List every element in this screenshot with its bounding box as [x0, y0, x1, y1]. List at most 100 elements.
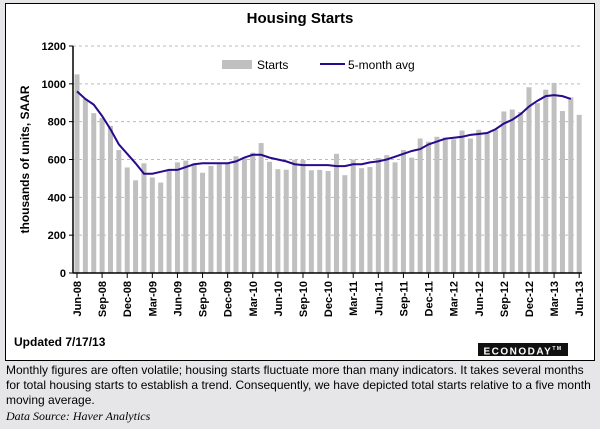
updated-date: Updated 7/17/13 [14, 335, 106, 349]
bar-starts [174, 162, 180, 273]
bar-starts [451, 139, 457, 273]
bar-starts [526, 87, 532, 273]
x-tick-label: Jun-09 [172, 281, 184, 316]
y-tick-label: 600 [48, 155, 66, 167]
bar-starts [317, 169, 323, 273]
bar-starts [183, 160, 189, 273]
bar-starts [158, 182, 164, 273]
x-tick-label: Sep-12 [499, 281, 511, 317]
y-tick-label: 800 [48, 117, 66, 129]
bar-starts [216, 164, 222, 273]
bar-starts [501, 111, 507, 274]
bar-starts [400, 150, 406, 273]
bar-starts [459, 130, 465, 273]
bar-starts [576, 114, 582, 274]
legend-swatch-starts [222, 60, 252, 69]
bar-starts [292, 159, 298, 273]
bar-starts [434, 136, 440, 273]
bar-starts [300, 160, 306, 273]
x-tick-label: Dec-10 [323, 281, 335, 317]
legend-label-starts: Starts [257, 58, 288, 72]
bar-starts [107, 125, 113, 273]
x-tick-label: Sep-10 [298, 281, 310, 317]
bar-starts [283, 169, 289, 273]
bar-starts [359, 168, 365, 273]
x-tick-label: Dec-09 [223, 281, 235, 317]
bar-starts [233, 156, 239, 273]
bar-starts [375, 157, 381, 273]
bar-starts [141, 163, 147, 273]
x-tick-label: Mar-11 [348, 281, 360, 316]
bar-starts [308, 170, 314, 273]
y-tick-label: 1200 [42, 41, 66, 53]
bar-starts [342, 175, 348, 273]
bar-starts [267, 161, 273, 273]
bar-starts [551, 82, 557, 273]
bar-starts [568, 97, 574, 273]
bar-starts [333, 153, 339, 273]
bar-starts [392, 162, 398, 273]
bar-starts [200, 172, 206, 273]
y-tick-label: 1000 [42, 79, 66, 91]
bar-starts [442, 137, 448, 273]
bar-starts [493, 129, 498, 273]
bar-starts [258, 143, 264, 273]
bar-starts [543, 89, 549, 273]
x-tick-label: Sep-08 [97, 281, 109, 317]
bar-starts [133, 180, 139, 273]
bar-starts [484, 132, 490, 273]
bar-starts [241, 158, 247, 273]
econoday-logo: ECONODAYTM [478, 343, 568, 358]
bar-starts [99, 117, 105, 273]
bar-starts [166, 170, 172, 273]
y-axis-label: thousands of units, SAAR [18, 85, 32, 233]
bar-starts [116, 150, 122, 273]
bar-starts [275, 169, 281, 273]
x-tick-label: Jun-13 [574, 281, 586, 316]
chart-note: Monthly figures are often volatile; hous… [6, 363, 591, 407]
y-tick-label: 400 [48, 192, 66, 204]
chart: 0 200 400 600 800 1000 1200 Jun-08 Sep-08 Dec-08 M… [18, 41, 586, 317]
bar-starts [417, 138, 423, 273]
chart-title: Housing Starts [246, 10, 354, 27]
x-tick-label: Mar-13 [549, 281, 561, 316]
bar-starts [350, 159, 356, 273]
y-tick-label: 200 [48, 230, 66, 242]
x-tick-label: Dec-08 [122, 281, 134, 317]
x-tick-label: Dec-12 [524, 281, 536, 317]
bar-starts [518, 112, 524, 273]
x-tick-label: Mar-09 [147, 281, 159, 316]
x-tick-label: Jun-08 [72, 281, 84, 316]
bar-starts [384, 155, 390, 273]
bar-starts [149, 177, 155, 273]
bar-starts [476, 129, 482, 273]
bar-starts [91, 113, 97, 273]
x-tick-label: Mar-12 [449, 281, 461, 316]
bar-starts [367, 167, 373, 273]
data-source: Data Source: Haver Analytics [6, 409, 151, 423]
bar-starts [409, 157, 415, 273]
bar-starts [191, 163, 197, 273]
bar-starts [559, 111, 565, 273]
x-tick-label: Dec-11 [424, 281, 436, 316]
line-5-month-avg [76, 90, 572, 175]
y-tick-label: 0 [60, 268, 66, 280]
x-tick-label: Jun-11 [373, 281, 385, 316]
x-tick-label: Jun-10 [273, 281, 285, 316]
bar-starts [325, 171, 331, 273]
logo-text: ECONODAY [483, 346, 553, 358]
bar-starts [426, 141, 432, 273]
bar-starts [74, 74, 80, 273]
bar-starts [509, 109, 515, 273]
x-tick-label: Jun-12 [474, 281, 486, 316]
legend-label-avg: 5-month avg [348, 58, 415, 72]
bar-starts [124, 167, 130, 273]
x-tick-label: Mar-10 [248, 281, 260, 316]
bar-starts [225, 163, 231, 273]
bar-starts [250, 152, 256, 273]
bar-starts [467, 138, 473, 273]
bar-starts [82, 98, 88, 273]
x-tick-label: Sep-09 [198, 281, 210, 317]
bar-starts [208, 165, 214, 273]
bar-starts [534, 103, 540, 274]
